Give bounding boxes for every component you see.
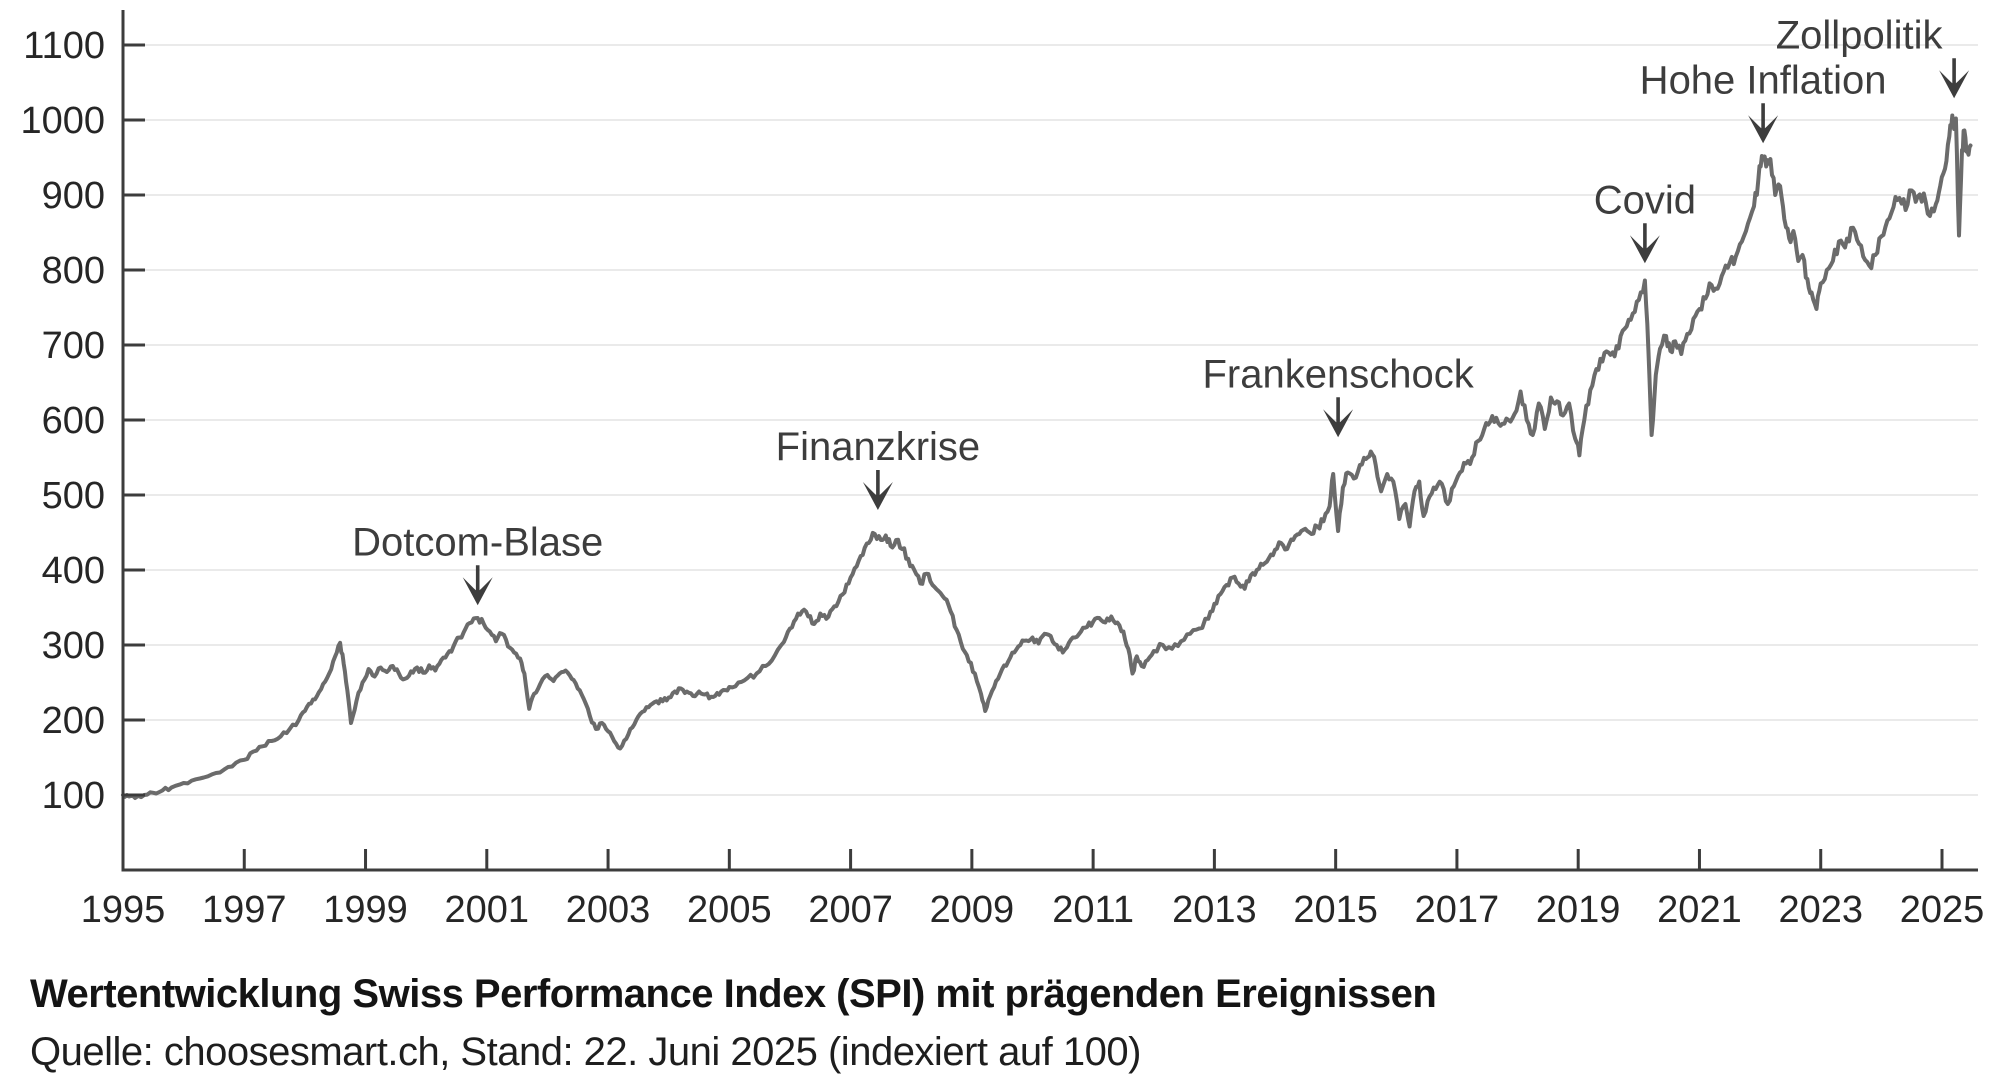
annotation-hohe-inflation: Hohe Inflation bbox=[1640, 58, 1887, 144]
x-tick-label: 2013 bbox=[1172, 889, 1257, 931]
y-tick-label: 200 bbox=[42, 700, 105, 742]
annotation-finanzkrise: Finanzkrise bbox=[776, 425, 981, 510]
annotation-covid: Covid bbox=[1594, 178, 1696, 264]
annotation-label: Finanzkrise bbox=[776, 425, 981, 469]
y-tick-label: 1000 bbox=[20, 100, 105, 142]
down-arrow-icon bbox=[462, 565, 493, 606]
annotations: Dotcom-Blase Finanzkrise Frankenschock Covi… bbox=[352, 13, 1970, 606]
x-tick-label: 2007 bbox=[808, 889, 893, 931]
y-tick-label: 900 bbox=[42, 175, 105, 217]
spi-line bbox=[121, 113, 1973, 800]
y-tick-label: 1100 bbox=[23, 25, 105, 67]
x-tick-label: 2011 bbox=[1052, 889, 1134, 931]
tick-labels: 100 200 300 400 500 600 700 800 900 1000 1100 1995 1… bbox=[20, 25, 1984, 931]
chart-title: Wertentwicklung Swiss Performance Index … bbox=[30, 972, 1437, 1016]
x-tick-label: 1999 bbox=[323, 889, 408, 931]
y-tick-label: 300 bbox=[42, 625, 105, 667]
x-tick-label: 1997 bbox=[202, 889, 287, 931]
y-tick-label: 100 bbox=[42, 775, 105, 817]
y-tick-label: 500 bbox=[42, 475, 105, 517]
x-tick-label: 2001 bbox=[445, 889, 530, 931]
down-arrow-icon bbox=[1323, 397, 1354, 438]
annotation-label: Hohe Inflation bbox=[1640, 58, 1887, 102]
x-tick-label: 2003 bbox=[566, 889, 651, 931]
x-tick-label: 2009 bbox=[930, 889, 1015, 931]
x-tick-label: 1995 bbox=[81, 889, 166, 931]
x-tick-label: 2025 bbox=[1900, 889, 1985, 931]
x-tick-label: 2021 bbox=[1657, 889, 1742, 931]
gridlines bbox=[125, 44, 1978, 796]
x-tick-label: 2015 bbox=[1293, 889, 1378, 931]
annotation-zollpolitik: Zollpolitik bbox=[1776, 13, 1970, 99]
x-tick-label: 2019 bbox=[1536, 889, 1621, 931]
y-tick-label: 400 bbox=[42, 550, 105, 592]
x-tick-label: 2017 bbox=[1415, 889, 1500, 931]
y-tick-label: 600 bbox=[42, 400, 105, 442]
y-tick-label: 700 bbox=[42, 325, 105, 367]
annotation-label: Zollpolitik bbox=[1776, 13, 1944, 57]
annotation-frankenschock: Frankenschock bbox=[1202, 352, 1475, 438]
annotation-label: Dotcom-Blase bbox=[352, 520, 603, 564]
annotation-label: Frankenschock bbox=[1202, 352, 1474, 396]
x-tick-label: 2023 bbox=[1778, 889, 1863, 931]
down-arrow-icon bbox=[1939, 58, 1970, 99]
x-tick-label: 2005 bbox=[687, 889, 772, 931]
chart-source: Quelle: choosesmart.ch, Stand: 22. Juni … bbox=[30, 1030, 1141, 1074]
spi-chart: 100 200 300 400 500 600 700 800 900 1000 1100 1995 1… bbox=[20, 10, 1984, 931]
down-arrow-icon bbox=[1629, 223, 1660, 264]
axes-layer bbox=[121, 10, 1978, 872]
down-arrow-icon bbox=[862, 470, 893, 510]
down-arrow-icon bbox=[1748, 103, 1779, 144]
annotation-label: Covid bbox=[1594, 178, 1696, 222]
annotation-dotcom-blase: Dotcom-Blase bbox=[352, 520, 603, 606]
y-tick-label: 800 bbox=[42, 250, 105, 292]
series-layer bbox=[121, 113, 1973, 800]
